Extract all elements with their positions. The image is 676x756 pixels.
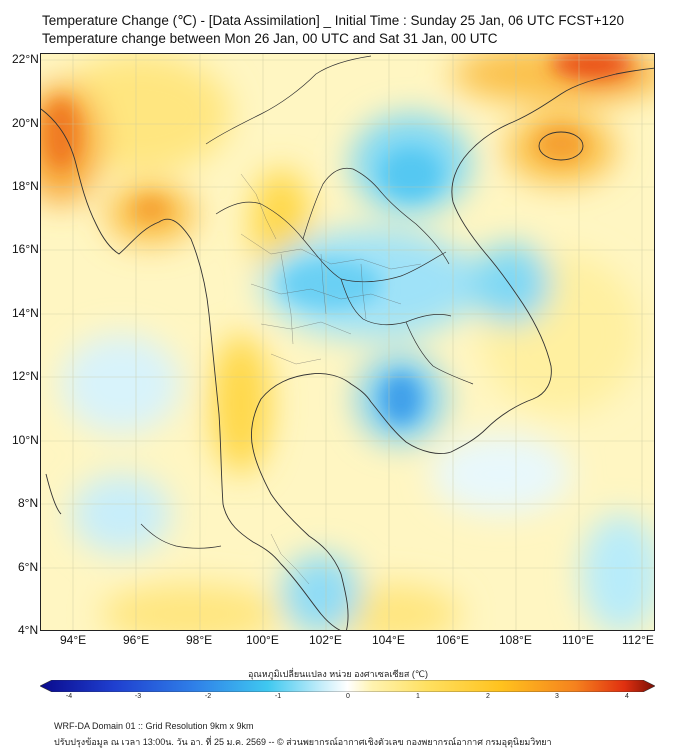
title-line-1: Temperature Change (℃) - [Data Assimilat… [42, 13, 625, 28]
lat-label: 20°N [12, 116, 39, 130]
lat-label: 6°N [18, 560, 39, 574]
map-canvas [41, 54, 654, 630]
lon-label: 104°E [372, 633, 405, 647]
lat-label: 12°N [12, 369, 39, 383]
temperature-field-detail [43, 54, 631, 424]
province-borders [240, 173, 422, 585]
lat-label: 8°N [18, 496, 39, 510]
lat-label: 16°N [12, 242, 39, 256]
lon-label: 112°E [622, 633, 654, 647]
colorbar-tick: -4 [65, 693, 73, 700]
colorbar-tick: 1 [416, 693, 420, 700]
colorbar-tick: 2 [486, 693, 490, 700]
colorbar [40, 680, 655, 692]
lon-label: 108°E [499, 633, 532, 647]
footer-model-info: WRF-DA Domain 01 :: Grid Resolution 9km … [54, 721, 254, 731]
coastlines [41, 67, 654, 630]
colorbar-tick: 0 [346, 693, 350, 700]
lon-label: 106°E [436, 633, 469, 647]
lat-label: 10°N [12, 433, 39, 447]
colorbar-tick: -1 [274, 693, 282, 700]
colorbar-title: อุณหภูมิเปลี่ยนแปลง หน่วย องศาเซลเซียส (… [248, 669, 428, 679]
lon-label: 96°E [123, 633, 150, 647]
colorbar-tick: 4 [625, 693, 629, 700]
temperature-change-map [40, 53, 655, 631]
footer-credits: ปรับปรุงข้อมูล ณ เวลา 13:00น. วัน อา. ที… [54, 737, 552, 747]
graticule [41, 54, 654, 630]
lon-label: 102°E [309, 633, 342, 647]
lat-label: 4°N [18, 623, 39, 637]
chart-title: Temperature Change (℃) - [Data Assimilat… [42, 12, 624, 48]
colorbar-tick: 3 [555, 693, 559, 700]
title-line-2: Temperature change between Mon 26 Jan, 0… [42, 31, 498, 46]
lat-label: 22°N [12, 52, 39, 66]
lon-label: 100°E [246, 633, 279, 647]
colorbar-tick: -3 [134, 693, 142, 700]
lat-label: 18°N [12, 179, 39, 193]
lon-label: 110°E [562, 633, 594, 647]
country-borders [140, 55, 474, 549]
lat-label: 14°N [12, 306, 39, 320]
colorbar-fill [40, 680, 655, 692]
lon-label: 98°E [186, 633, 213, 647]
lon-label: 94°E [60, 633, 87, 647]
colorbar-tick: -2 [204, 693, 212, 700]
